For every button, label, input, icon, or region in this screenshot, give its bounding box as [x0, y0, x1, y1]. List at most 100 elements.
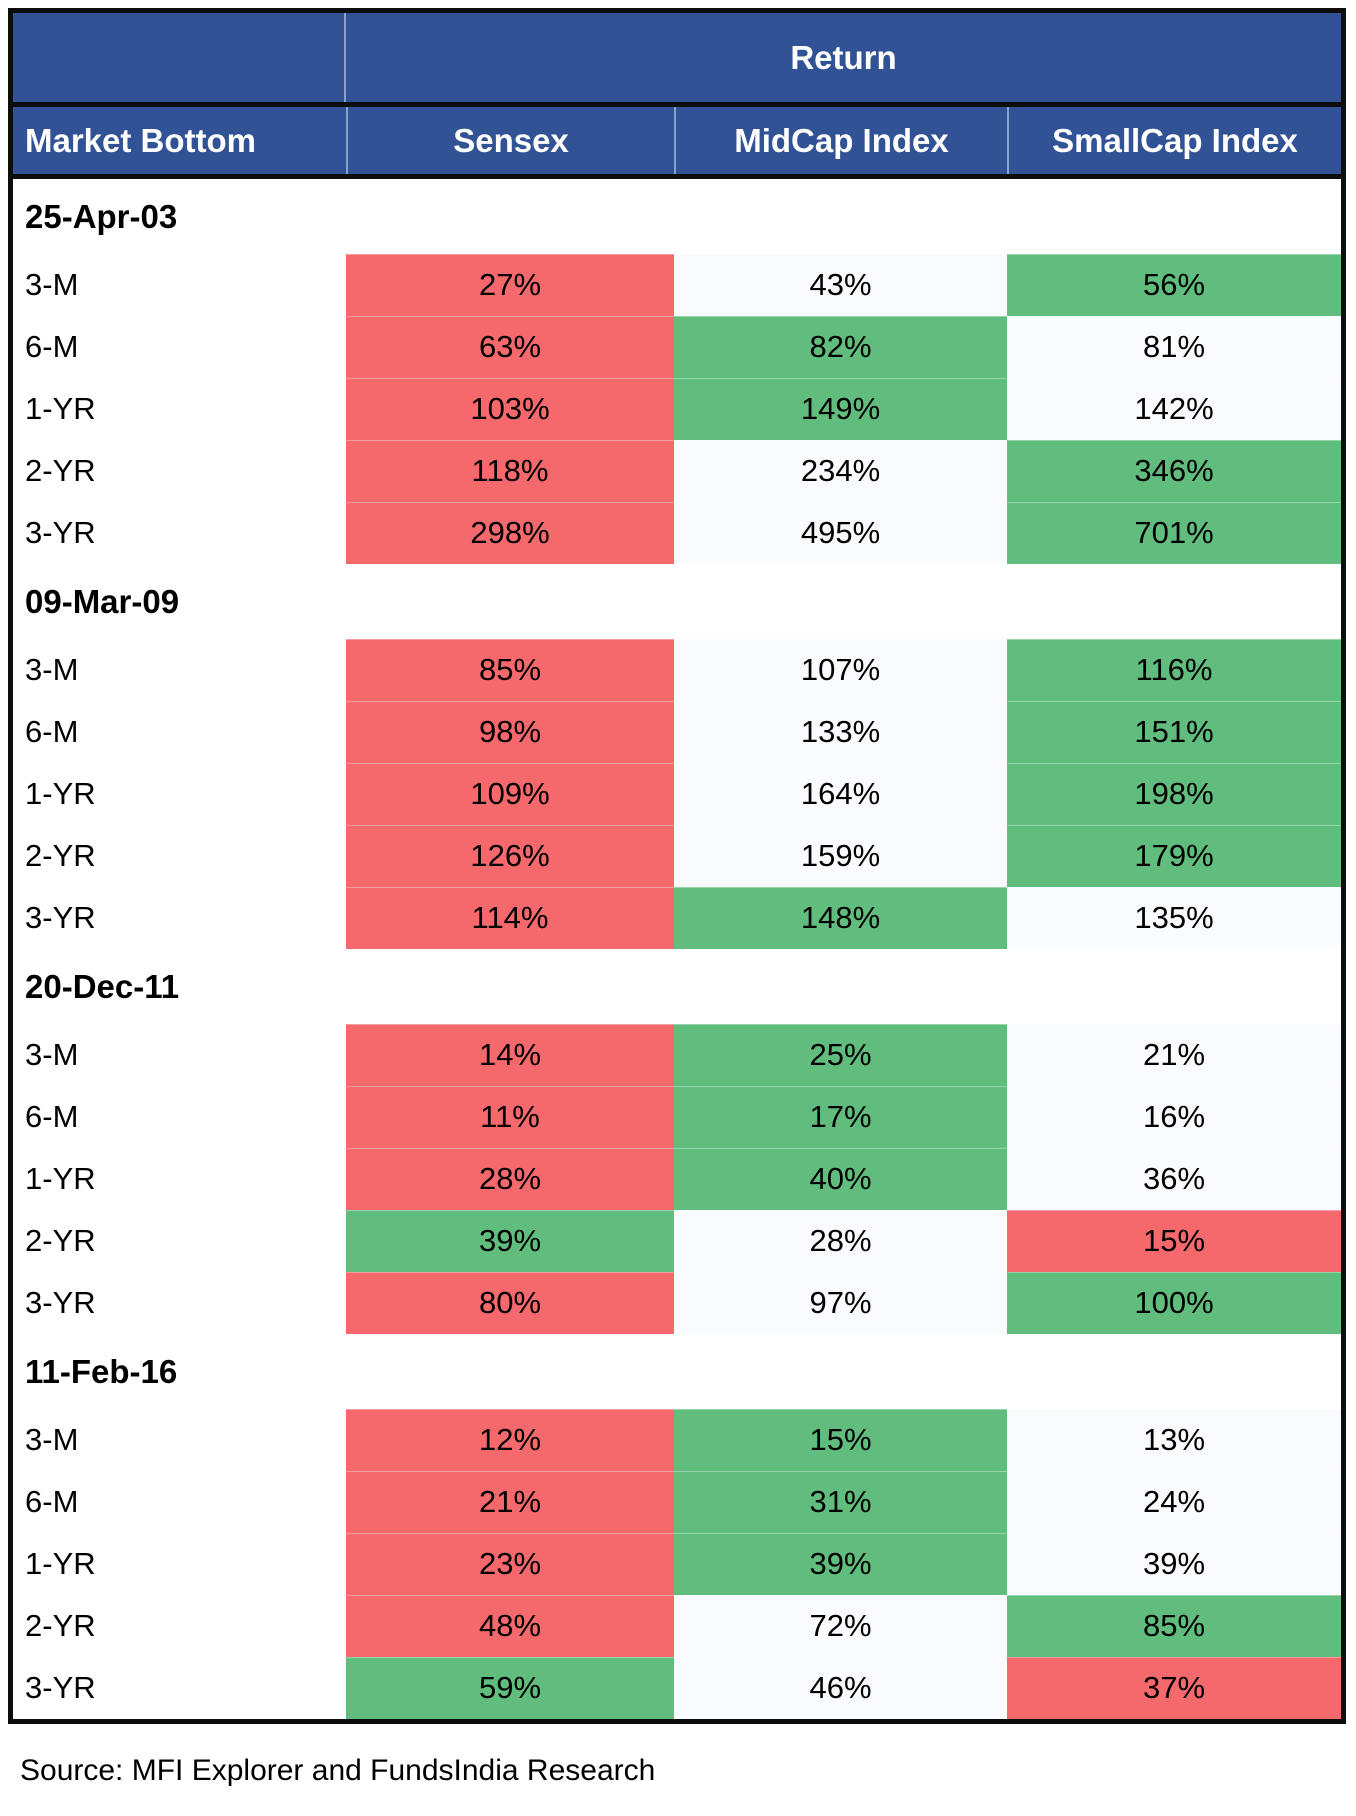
return-cell: 198%	[1007, 763, 1341, 825]
table-row: 3-YR 80% 97% 100%	[13, 1272, 1341, 1334]
return-cell: 85%	[346, 639, 674, 701]
period-label: 1-YR	[13, 378, 346, 440]
period-label: 3-M	[13, 1024, 346, 1086]
period-label: 1-YR	[13, 763, 346, 825]
table-row: 1-YR 23% 39% 39%	[13, 1533, 1341, 1595]
column-header-midcap: MidCap Index	[674, 107, 1007, 174]
table-row: 2-YR 126% 159% 179%	[13, 825, 1341, 887]
header-divider	[13, 174, 1341, 179]
period-label: 3-YR	[13, 887, 346, 949]
return-cell: 148%	[674, 887, 1007, 949]
return-cell: 63%	[346, 316, 674, 378]
return-cell: 46%	[674, 1657, 1007, 1719]
return-title: Return	[790, 38, 897, 76]
column-header-smallcap: SmallCap Index	[1007, 107, 1341, 174]
return-cell: 107%	[674, 639, 1007, 701]
return-cell: 82%	[674, 316, 1007, 378]
return-cell: 12%	[346, 1409, 674, 1471]
return-cell: 103%	[346, 378, 674, 440]
return-cell: 56%	[1007, 254, 1341, 316]
return-cell: 40%	[674, 1148, 1007, 1210]
return-cell: 36%	[1007, 1148, 1341, 1210]
return-cell: 495%	[674, 502, 1007, 564]
return-cell: 37%	[1007, 1657, 1341, 1719]
return-cell: 159%	[674, 825, 1007, 887]
period-label: 1-YR	[13, 1148, 346, 1210]
period-label: 2-YR	[13, 1210, 346, 1272]
table-row: 2-YR 48% 72% 85%	[13, 1595, 1341, 1657]
return-cell: 15%	[674, 1409, 1007, 1471]
market-bottom-date: 25-Apr-03	[25, 197, 178, 235]
period-label: 6-M	[13, 1471, 346, 1533]
return-cell: 15%	[1007, 1210, 1341, 1272]
return-cell: 346%	[1007, 440, 1341, 502]
column-header-row: Market Bottom Sensex MidCap Index SmallC…	[13, 107, 1341, 174]
return-cell: 25%	[674, 1024, 1007, 1086]
section-header-row: 20-Dec-11	[13, 949, 1341, 1024]
corner-cell	[13, 13, 346, 102]
table-row: 3-M 14% 25% 21%	[13, 1024, 1341, 1086]
section-header-row: 09-Mar-09	[13, 564, 1341, 639]
return-cell: 23%	[346, 1533, 674, 1595]
return-cell: 31%	[674, 1471, 1007, 1533]
return-cell: 149%	[674, 378, 1007, 440]
return-cell: 72%	[674, 1595, 1007, 1657]
return-cell: 85%	[1007, 1595, 1341, 1657]
period-label: 3-YR	[13, 1657, 346, 1719]
returns-table: Return Market Bottom Sensex MidCap Index…	[8, 8, 1346, 1724]
return-cell: 21%	[346, 1471, 674, 1533]
return-cell: 114%	[346, 887, 674, 949]
return-cell: 17%	[674, 1086, 1007, 1148]
return-cell: 142%	[1007, 378, 1341, 440]
section-header-row: 25-Apr-03	[13, 179, 1341, 254]
table-row: 1-YR 103% 149% 142%	[13, 378, 1341, 440]
header-divider	[13, 102, 1341, 107]
period-label: 3-M	[13, 1409, 346, 1471]
period-label: 3-YR	[13, 1272, 346, 1334]
return-cell: 126%	[346, 825, 674, 887]
period-label: 3-YR	[13, 502, 346, 564]
return-cell: 14%	[346, 1024, 674, 1086]
return-header-row: Return	[13, 13, 1341, 102]
return-cell: 234%	[674, 440, 1007, 502]
table-row: 1-YR 109% 164% 198%	[13, 763, 1341, 825]
return-cell: 48%	[346, 1595, 674, 1657]
return-cell: 21%	[1007, 1024, 1341, 1086]
return-cell: 100%	[1007, 1272, 1341, 1334]
return-cell: 118%	[346, 440, 674, 502]
return-cell: 39%	[346, 1210, 674, 1272]
table-row: 3-YR 114% 148% 135%	[13, 887, 1341, 949]
source-note: Source: MFI Explorer and FundsIndia Rese…	[20, 1754, 656, 1787]
period-label: 2-YR	[13, 825, 346, 887]
return-cell: 13%	[1007, 1409, 1341, 1471]
table-body: 25-Apr-03 3-M 27% 43% 56% 6-M 63% 82% 81% 1-YR 103…	[13, 179, 1341, 1719]
return-cell: 133%	[674, 701, 1007, 763]
return-cell: 81%	[1007, 316, 1341, 378]
column-header-market-bottom: Market Bottom	[25, 121, 257, 159]
period-label: 6-M	[13, 316, 346, 378]
return-cell: 80%	[346, 1272, 674, 1334]
table-row: 2-YR 118% 234% 346%	[13, 440, 1341, 502]
return-cell: 179%	[1007, 825, 1341, 887]
table-row: 3-YR 59% 46% 37%	[13, 1657, 1341, 1719]
table-row: 6-M 11% 17% 16%	[13, 1086, 1341, 1148]
return-cell: 59%	[346, 1657, 674, 1719]
market-bottom-date: 11-Feb-16	[25, 1352, 178, 1390]
period-label: 2-YR	[13, 440, 346, 502]
return-cell: 98%	[346, 701, 674, 763]
return-cell: 298%	[346, 502, 674, 564]
table-row: 1-YR 28% 40% 36%	[13, 1148, 1341, 1210]
table-row: 3-M 12% 15% 13%	[13, 1409, 1341, 1471]
table-row: 3-YR 298% 495% 701%	[13, 502, 1341, 564]
return-cell: 27%	[346, 254, 674, 316]
return-cell: 135%	[1007, 887, 1341, 949]
table-row: 3-M 85% 107% 116%	[13, 639, 1341, 701]
period-label: 3-M	[13, 639, 346, 701]
return-cell: 28%	[346, 1148, 674, 1210]
column-header-sensex: Sensex	[346, 107, 674, 174]
return-cell: 28%	[674, 1210, 1007, 1272]
return-cell: 701%	[1007, 502, 1341, 564]
table-row: 3-M 27% 43% 56%	[13, 254, 1341, 316]
return-cell: 11%	[346, 1086, 674, 1148]
return-cell: 43%	[674, 254, 1007, 316]
